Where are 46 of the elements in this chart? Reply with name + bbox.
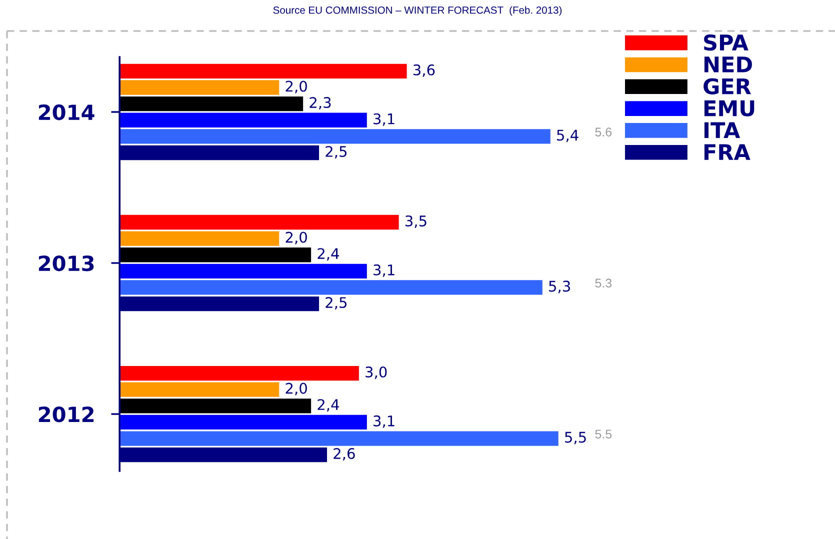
- bar: [120, 398, 312, 414]
- bar: [120, 214, 399, 230]
- legend-label: GER: [704, 78, 752, 94]
- bar: [120, 112, 367, 128]
- legend-label: SPA: [704, 34, 748, 51]
- bar: [120, 80, 280, 95]
- text: 5.6: [595, 128, 612, 136]
- data-label: 3,6: [413, 64, 435, 77]
- data-label: 2,0: [286, 80, 307, 94]
- text: 5.5: [595, 430, 612, 439]
- bar: [120, 96, 304, 112]
- data-label: 2,3: [310, 97, 331, 110]
- bar: [120, 366, 359, 381]
- bar: [120, 431, 558, 446]
- data-label: 3,5: [405, 215, 426, 228]
- legend-label: ITA: [704, 122, 740, 138]
- legend-label: FRA: [704, 144, 750, 160]
- bar: [120, 231, 280, 246]
- data-label: 3,1: [374, 264, 394, 277]
- data-label: 5,3: [549, 280, 570, 294]
- text: 5.3: [595, 278, 612, 288]
- y-tick-label: 2012: [38, 406, 94, 422]
- legend-label: NED: [704, 56, 752, 72]
- y-tick-label: 2014: [38, 104, 94, 120]
- chart-title: Source EU COMMISSION – WINTER FORECAST (Feb. 2013): [273, 6, 562, 16]
- bar: [120, 129, 550, 144]
- bar: [120, 248, 312, 262]
- bar: [120, 64, 407, 79]
- data-label: 2,0: [286, 382, 307, 396]
- data-label: 2,0: [286, 232, 307, 244]
- bar: [120, 264, 367, 278]
- data-label: 5,5: [565, 432, 586, 444]
- bar: [120, 414, 367, 430]
- data-label: 2,5: [326, 146, 347, 158]
- data-label: 2,6: [334, 448, 355, 461]
- bar: [120, 382, 280, 397]
- data-label: 5,4: [557, 130, 578, 142]
- data-label: 3,0: [366, 366, 387, 379]
- bar: [120, 280, 542, 295]
- data-label: 2,5: [326, 297, 347, 310]
- data-label: 3,1: [374, 113, 394, 126]
- data-label: 2,4: [318, 248, 339, 261]
- legend-label: EMU: [704, 100, 754, 116]
- data-label: 3,1: [374, 415, 394, 428]
- data-label: 2,4: [318, 399, 339, 412]
- y-tick-label: 2013: [38, 255, 94, 272]
